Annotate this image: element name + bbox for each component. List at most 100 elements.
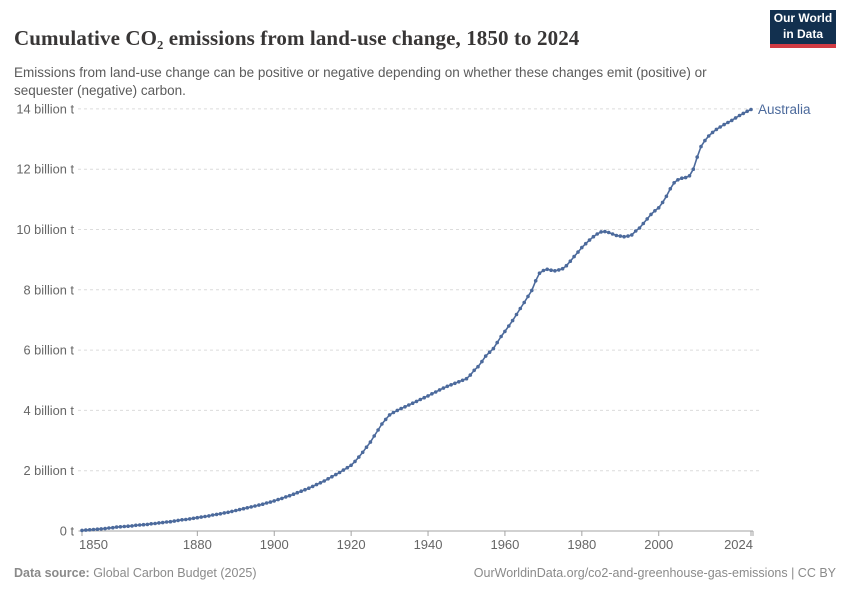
data-point — [383, 417, 388, 422]
data-point — [533, 279, 538, 283]
data-point — [441, 386, 446, 390]
data-point — [353, 459, 357, 464]
owid-logo-line1: Our World — [773, 11, 833, 26]
data-point — [214, 512, 219, 517]
data-point — [134, 523, 138, 528]
data-point — [637, 226, 642, 230]
data-point — [703, 138, 707, 143]
data-point — [153, 521, 157, 526]
data-point — [280, 496, 284, 501]
data-point — [557, 268, 561, 272]
data-point — [272, 499, 277, 503]
data-point — [741, 111, 746, 116]
data-point — [691, 167, 696, 171]
data-point — [710, 130, 715, 135]
data-point — [303, 487, 307, 492]
data-point — [91, 527, 96, 532]
data-point — [576, 250, 580, 254]
data-point — [610, 232, 615, 236]
data-point — [622, 234, 626, 239]
data-point — [507, 324, 511, 328]
data-point — [649, 212, 653, 217]
data-point — [430, 392, 434, 396]
data-point — [606, 230, 611, 235]
data-point — [480, 359, 484, 364]
data-point — [603, 229, 607, 234]
data-point — [230, 509, 234, 514]
data-point — [145, 522, 150, 527]
data-point — [699, 144, 703, 149]
data-point — [284, 495, 288, 499]
data-point — [203, 514, 207, 519]
data-point — [518, 306, 523, 311]
data-point — [568, 259, 573, 264]
data-point — [387, 413, 392, 417]
data-point — [180, 518, 184, 522]
data-point — [99, 527, 103, 531]
data-point — [641, 221, 646, 226]
data-point — [141, 522, 146, 527]
data-point — [318, 481, 323, 485]
data-point — [437, 388, 442, 392]
data-point — [737, 113, 742, 118]
series-label-australia[interactable]: Australia — [758, 102, 811, 117]
data-point — [345, 465, 350, 470]
data-point — [349, 463, 353, 468]
y-axis-label: 2 billion t — [23, 463, 74, 478]
data-point — [418, 397, 423, 402]
data-point — [433, 390, 438, 394]
data-point — [683, 175, 688, 180]
data-point — [599, 230, 603, 234]
owid-logo[interactable]: Our World in Data — [770, 10, 836, 48]
data-point — [268, 500, 273, 504]
data-point — [164, 520, 169, 524]
australia-series-points — [80, 107, 753, 533]
data-point — [337, 470, 342, 475]
data-point — [130, 524, 134, 528]
data-point — [422, 395, 427, 400]
data-point — [395, 408, 400, 413]
data-point — [618, 234, 623, 238]
data-point — [160, 520, 165, 525]
data-point — [487, 350, 492, 355]
data-point — [376, 428, 380, 432]
data-point — [364, 445, 369, 450]
data-point — [107, 526, 111, 530]
data-point — [514, 312, 519, 317]
data-point — [545, 267, 549, 272]
x-axis-label: 1850 — [79, 537, 108, 552]
data-point — [295, 490, 300, 495]
data-point — [357, 455, 361, 459]
x-axis-label: 1960 — [490, 537, 519, 552]
data-source-note: Data source: Global Carbon Budget (2025) — [14, 566, 257, 580]
chart-footer: Data source: Global Carbon Budget (2025)… — [14, 566, 836, 580]
data-point — [718, 125, 722, 129]
data-point — [276, 497, 280, 502]
data-point — [310, 484, 315, 489]
data-point — [399, 406, 403, 411]
data-source-value: Global Carbon Budget (2025) — [89, 566, 257, 580]
data-point — [195, 515, 200, 520]
data-point — [111, 525, 115, 530]
data-point — [483, 354, 488, 358]
y-axis-label: 6 billion t — [23, 343, 74, 358]
data-point — [745, 109, 749, 114]
data-point — [580, 245, 584, 250]
x-axis-label: 1920 — [337, 537, 366, 552]
owid-url-link[interactable]: OurWorldinData.org/co2-and-greenhouse-ga… — [473, 566, 836, 580]
chart-title: Cumulative CO₂ emissions from land-use c… — [14, 26, 580, 51]
data-point — [299, 489, 304, 494]
data-point — [591, 234, 596, 239]
data-point — [372, 434, 377, 438]
data-point — [172, 519, 177, 523]
data-point — [168, 519, 173, 524]
data-point — [253, 504, 257, 508]
data-point — [560, 266, 565, 271]
data-point — [495, 340, 500, 345]
data-point — [403, 405, 407, 409]
data-point — [80, 528, 84, 533]
data-point — [664, 194, 669, 199]
data-point — [476, 364, 480, 369]
data-point — [360, 450, 365, 455]
